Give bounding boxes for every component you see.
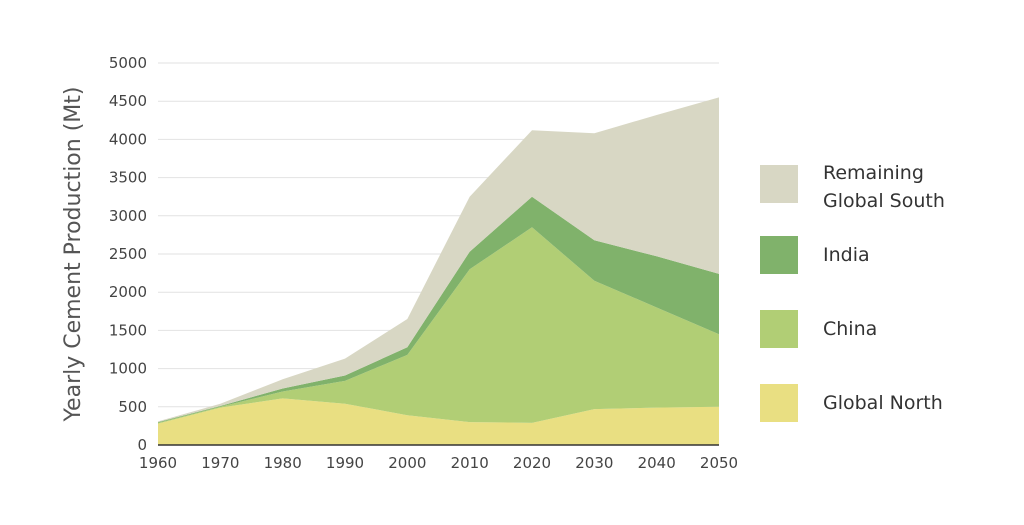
legend-label: India <box>823 244 870 266</box>
legend-label: China <box>823 318 878 340</box>
y-tick-label: 0 <box>137 436 147 454</box>
y-tick-labels: 0 500 1000 1500 2000 2500 3000 3500 4000 4500 5000 <box>109 54 147 454</box>
x-tick-label: 2040 <box>638 454 676 472</box>
y-tick-label: 2000 <box>109 283 147 301</box>
x-tick-label: 2020 <box>513 454 551 472</box>
area-india <box>158 196 719 423</box>
legend-label: Global North <box>823 392 943 414</box>
x-tick-label: 1980 <box>264 454 302 472</box>
x-tick-label: 1990 <box>326 454 364 472</box>
legend-swatch <box>760 165 798 203</box>
legend-item: Global North <box>760 384 943 422</box>
x-tick-labels: 1960 1970 1980 1990 2000 2010 2020 2030 2040 2050 <box>139 454 738 472</box>
y-tick-label: 4000 <box>109 130 147 148</box>
y-tick-label: 500 <box>118 398 147 416</box>
x-tick-label: 1970 <box>201 454 239 472</box>
y-tick-label: 5000 <box>109 54 147 72</box>
areas <box>158 97 719 445</box>
legend-swatch <box>760 236 798 274</box>
legend-swatch <box>760 384 798 422</box>
y-tick-label: 1000 <box>109 360 147 378</box>
legend-item: China <box>760 310 877 348</box>
legend-item: India <box>760 236 870 274</box>
x-tick-label: 2010 <box>451 454 489 472</box>
legend-label: Remaining Global South <box>823 162 945 212</box>
area-remaining-global-south <box>158 97 719 423</box>
y-tick-label: 3500 <box>109 169 147 187</box>
y-tick-label: 2500 <box>109 245 147 263</box>
y-tick-label: 4500 <box>109 92 147 110</box>
y-tick-label: 3000 <box>109 207 147 225</box>
legend-item: Remaining Global South <box>760 162 945 212</box>
area-china <box>158 227 719 424</box>
gridlines <box>158 62 719 408</box>
y-tick-label: 1500 <box>109 321 147 339</box>
area-global-north <box>158 398 719 445</box>
x-tick-label: 2050 <box>700 454 738 472</box>
legend-swatch <box>760 310 798 348</box>
x-tick-label: 2030 <box>575 454 613 472</box>
y-axis-label: Yearly Cement Production (Mt) <box>61 87 86 423</box>
x-tick-label: 2000 <box>388 454 426 472</box>
x-tick-label: 1960 <box>139 454 177 472</box>
